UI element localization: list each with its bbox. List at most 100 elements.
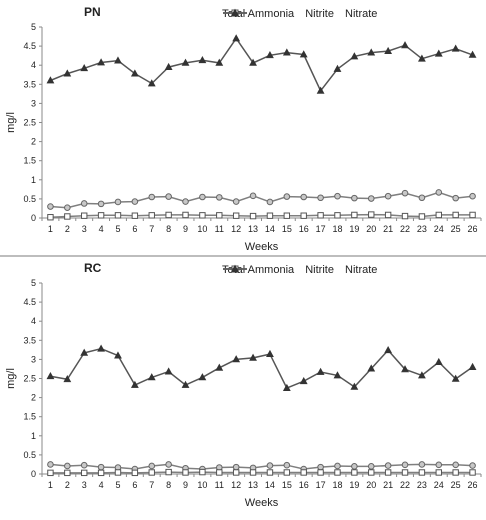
- chart-rc-title: RC: [84, 261, 102, 275]
- x-tick-label: 5: [115, 224, 120, 234]
- data-point-total-ammonia: [165, 461, 172, 468]
- data-point-total-ammonia: [334, 192, 341, 200]
- data-point-total-ammonia: [367, 463, 375, 470]
- data-point-nitrite: [97, 212, 105, 219]
- data-point-nitrate: [147, 373, 156, 381]
- data-point-nitrite: [131, 212, 139, 219]
- x-tick-label: 2: [65, 224, 70, 234]
- data-point-nitrate: [266, 51, 274, 59]
- data-point-nitrite: [114, 212, 122, 219]
- data-point-total-ammonia: [199, 193, 206, 201]
- x-tick-label: 8: [166, 480, 171, 490]
- legend-label: Nitrite: [305, 264, 334, 277]
- data-point-nitrate: [367, 364, 376, 372]
- data-point-total-ammonia: [249, 192, 257, 200]
- legend-label: Nitrate: [345, 264, 378, 277]
- data-point-nitrate: [451, 374, 460, 382]
- data-point-total-ammonia: [452, 194, 459, 202]
- data-point-nitrite: [266, 212, 274, 219]
- data-point-nitrite: [148, 469, 155, 476]
- data-point-nitrate: [97, 344, 106, 352]
- x-tick-label: 11: [215, 224, 224, 234]
- data-point-nitrate: [80, 64, 89, 72]
- data-point-nitrite: [418, 469, 426, 476]
- data-point-nitrate: [114, 56, 122, 64]
- x-tick-label: 13: [248, 224, 258, 234]
- data-point-nitrite: [182, 211, 189, 219]
- data-point-nitrate: [249, 353, 257, 361]
- data-point-total-ammonia: [384, 462, 392, 469]
- data-point-nitrate: [114, 351, 122, 359]
- data-point-total-ammonia: [97, 200, 105, 208]
- y-tick-label: 0: [31, 469, 36, 479]
- x-tick-label: 5: [115, 480, 120, 490]
- y-tick-label: 4: [31, 316, 36, 326]
- legend-label: Total Ammonia: [222, 264, 295, 277]
- data-point-nitrate: [299, 50, 308, 58]
- data-point-nitrate: [282, 48, 291, 56]
- y-tick-label: 5: [31, 278, 36, 288]
- x-tick-label: 26: [468, 224, 478, 234]
- data-point-total-ammonia: [435, 189, 443, 196]
- chart-rc: 0 0.5 1 1.5 2 2.5 3 3.5 4 4.5 5 1 2 3 4 5 6 7 8 9 10 11 12 13 14…: [0, 256, 486, 512]
- data-point-nitrate: [130, 69, 139, 77]
- y-tick-label: 1.5: [23, 156, 36, 166]
- x-tick-label: 10: [197, 480, 207, 490]
- x-tick-label: 2: [65, 480, 70, 490]
- legend-marker-triangle-icon: [223, 8, 247, 17]
- y-tick-label: 0.5: [23, 194, 36, 204]
- x-tick-label: 24: [434, 480, 444, 490]
- data-point-nitrite: [469, 469, 476, 476]
- x-tick-label: 6: [132, 224, 137, 234]
- x-tick-label: 21: [383, 224, 393, 234]
- chart-pn-title: PN: [84, 5, 101, 19]
- data-point-nitrate: [401, 41, 409, 49]
- x-tick-label: 15: [282, 224, 292, 234]
- x-tick-label: 15: [282, 480, 292, 490]
- data-point-nitrate: [215, 58, 224, 66]
- data-point-nitrite: [469, 211, 476, 219]
- data-point-nitrite: [351, 469, 358, 476]
- data-point-nitrate: [367, 48, 376, 56]
- x-tick-label: 18: [332, 224, 342, 234]
- data-point-total-ammonia: [47, 461, 54, 468]
- data-point-total-ammonia: [64, 462, 71, 470]
- data-point-total-ammonia: [351, 194, 358, 202]
- x-tick-label: 9: [183, 224, 188, 234]
- x-tick-label: 18: [332, 480, 342, 490]
- x-tick-label: 24: [434, 224, 444, 234]
- data-point-nitrite: [368, 211, 375, 218]
- data-point-nitrate: [434, 357, 443, 365]
- data-point-nitrate: [333, 64, 342, 72]
- data-point-total-ammonia: [435, 461, 443, 469]
- data-point-nitrite: [249, 212, 257, 220]
- data-point-total-ammonia: [401, 189, 409, 197]
- y-tick-label: 1: [31, 175, 36, 185]
- x-tick-label: 4: [99, 480, 104, 490]
- legend-label: Nitrite: [305, 8, 334, 21]
- y-axis-title: mg/l: [5, 112, 17, 133]
- y-tick-label: 0: [31, 213, 36, 223]
- data-point-nitrate: [434, 49, 443, 57]
- data-point-nitrite: [266, 469, 274, 476]
- data-point-total-ammonia: [165, 193, 172, 200]
- data-point-nitrate: [350, 382, 359, 390]
- data-point-nitrite: [148, 212, 155, 219]
- x-tick-label: 19: [349, 224, 359, 234]
- data-point-total-ammonia: [300, 193, 308, 201]
- data-point-nitrate: [130, 380, 139, 388]
- data-point-total-ammonia: [80, 461, 88, 469]
- data-point-nitrite: [64, 469, 71, 477]
- y-tick-label: 2: [31, 393, 36, 403]
- x-tick-label: 25: [451, 224, 461, 234]
- data-point-total-ammonia: [401, 461, 409, 469]
- x-tick-label: 10: [197, 224, 207, 234]
- data-point-nitrite: [232, 212, 240, 219]
- data-point-nitrite: [317, 212, 324, 219]
- data-point-nitrite: [283, 469, 291, 476]
- data-point-nitrite: [401, 469, 409, 476]
- y-tick-label: 5: [31, 22, 36, 32]
- data-point-nitrite: [418, 213, 426, 220]
- data-point-nitrate: [282, 383, 291, 391]
- data-point-total-ammonia: [148, 462, 156, 470]
